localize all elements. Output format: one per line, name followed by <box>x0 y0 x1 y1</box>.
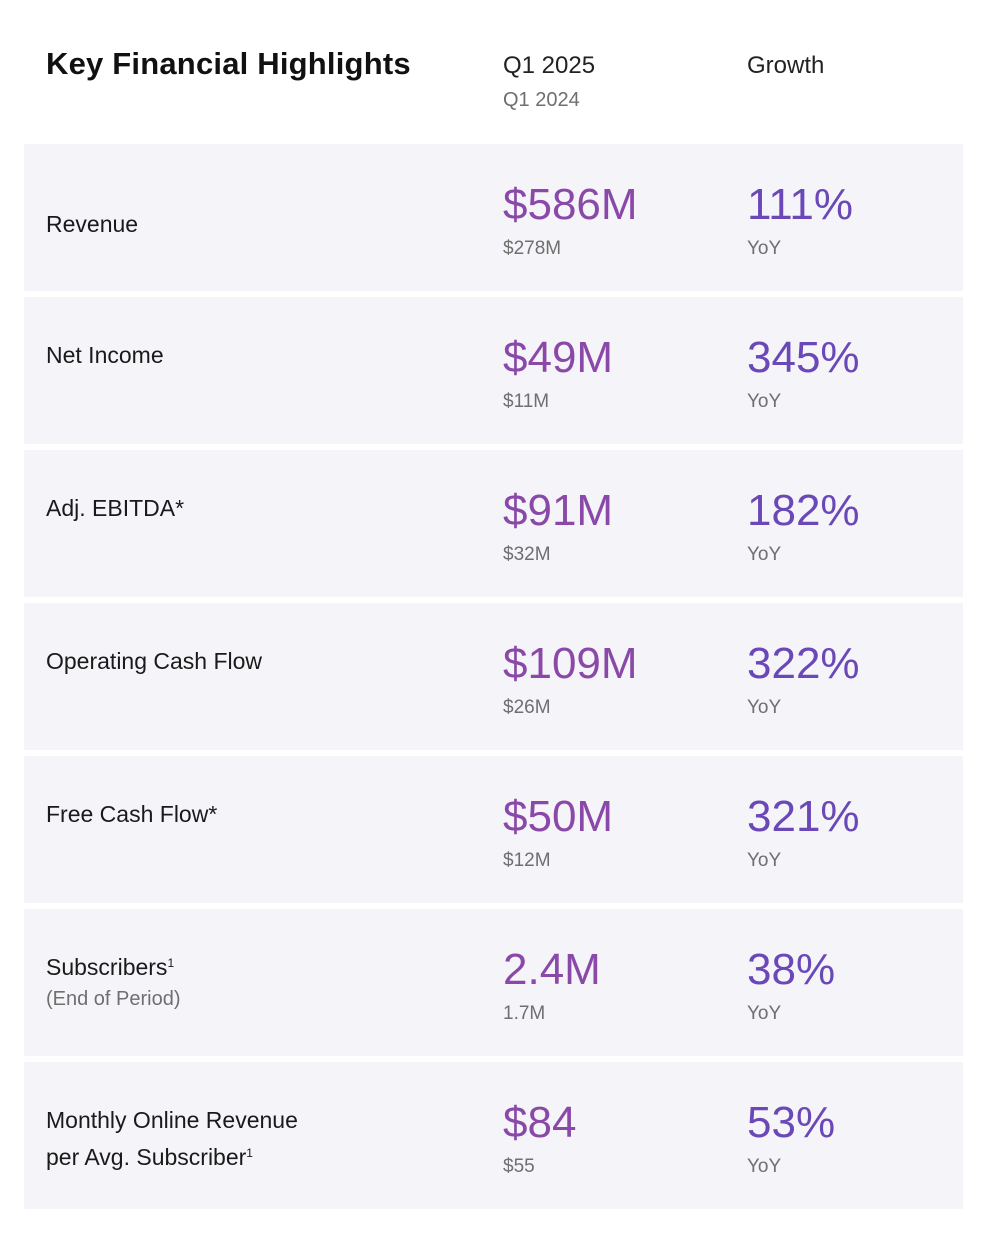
growth-unit: YoY <box>747 238 782 259</box>
current-value: $109M <box>503 639 638 688</box>
row-label: Adj. EBITDA* <box>46 495 185 521</box>
growth-unit: YoY <box>747 544 782 565</box>
current-value: 2.4M <box>503 945 601 994</box>
table-header: Key Financial Highlights Q1 2025 Q1 2024… <box>0 0 1008 140</box>
prior-value: $32M <box>503 544 551 565</box>
growth-unit: YoY <box>747 1003 782 1024</box>
growth-unit: YoY <box>747 697 782 718</box>
row-adj-ebitda: Adj. EBITDA* $91M $32M 182% YoY <box>24 450 963 597</box>
row-label: Free Cash Flow* <box>46 801 218 827</box>
row-sublabel: (End of Period) <box>46 988 181 1010</box>
growth-unit: YoY <box>747 850 782 871</box>
footnote-marker: 1 <box>246 1146 253 1160</box>
growth-value: 182% <box>747 486 860 535</box>
growth-value: 321% <box>747 792 860 841</box>
row-label: Revenue <box>46 211 139 237</box>
row-operating-cash-flow: Operating Cash Flow $109M $26M 322% YoY <box>24 603 963 750</box>
prior-value: $11M <box>503 391 550 412</box>
growth-unit: YoY <box>747 391 782 412</box>
row-free-cash-flow: Free Cash Flow* $50M $12M 321% YoY <box>24 756 963 903</box>
prior-value: $278M <box>503 238 562 259</box>
row-monthly-revenue-per-subscriber: Monthly Online Revenue per Avg. Subscribe… <box>24 1062 963 1209</box>
prior-value: 1.7M <box>503 1003 546 1024</box>
prior-value: $26M <box>503 697 551 718</box>
row-label: Subscribers1 (End of Period) <box>46 954 181 1010</box>
footnote-marker: 1 <box>167 956 175 970</box>
current-value: $586M <box>503 180 638 229</box>
growth-value: 38% <box>747 945 836 994</box>
row-label: Operating Cash Flow <box>46 648 263 674</box>
row-revenue: Revenue $586M $278M 111% YoY <box>24 144 963 291</box>
row-net-income: Net Income $49M $11M 345% YoY <box>24 297 963 444</box>
prior-value: $12M <box>503 850 551 871</box>
page-title: Key Financial Highlights <box>46 46 411 81</box>
row-label: Net Income <box>46 342 164 368</box>
growth-value: 53% <box>747 1098 836 1147</box>
growth-value: 322% <box>747 639 860 688</box>
prior-value: $55 <box>503 1156 535 1177</box>
growth-value: 111% <box>747 180 854 229</box>
growth-unit: YoY <box>747 1156 782 1177</box>
growth-value: 345% <box>747 333 860 382</box>
prior-period-header: Q1 2024 <box>503 89 580 111</box>
current-period-header: Q1 2025 <box>503 52 596 79</box>
current-value: $50M <box>503 792 614 841</box>
current-value: $91M <box>503 486 614 535</box>
row-label: Monthly Online Revenue per Avg. Subscribe… <box>46 1107 298 1170</box>
row-subscribers: Subscribers1 (End of Period) 2.4M 1.7M 38… <box>24 909 963 1056</box>
growth-header: Growth <box>747 52 825 79</box>
current-value: $49M <box>503 333 614 382</box>
highlights-table: Revenue $586M $278M 111% YoY Net Income … <box>24 144 963 1209</box>
current-value: $84 <box>503 1098 577 1147</box>
